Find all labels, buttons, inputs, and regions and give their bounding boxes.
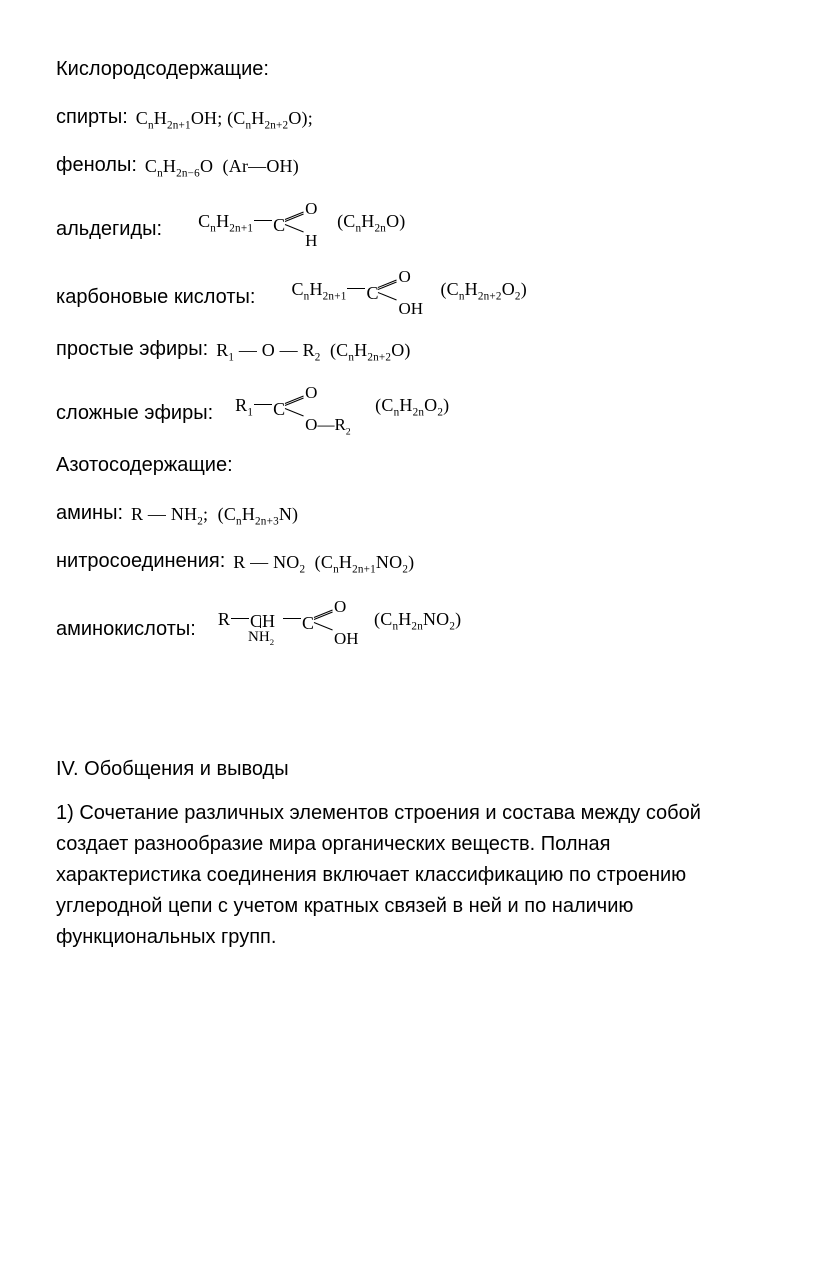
label-aldehydes: альдегиды: [56, 214, 162, 244]
ester-c-fragment: C O O—R2 [273, 382, 353, 428]
label-alcohols: спирты: [56, 102, 128, 132]
bond-icon [254, 404, 272, 405]
section-nitrogen-title: Азотосодержащие: [56, 450, 760, 480]
formula-alcohols: CnH2n+1OH; (CnH2n+2O); [136, 105, 313, 132]
bond-icon [254, 220, 272, 221]
row-amines: амины: R — NH2; (CnH2n+3N) [56, 498, 760, 528]
aldehyde-paren: (CnH2nO) [337, 208, 405, 235]
bond-icon [347, 288, 365, 289]
aldehyde-prefix: CnH2n+1 [198, 208, 253, 235]
amino-paren: (CnH2nNO2) [374, 606, 461, 633]
label-carboxylic: карбоновые кислоты: [56, 282, 255, 312]
formula-amines: R — NH2; (CnH2n+3N) [131, 501, 298, 528]
ester-paren: (CnH2nO2) [375, 392, 449, 419]
row-aldehydes: альдегиды: CnH2n+1 C O H (CnH2nO) [56, 198, 760, 244]
carboxylic-prefix: CnH2n+1 [291, 276, 346, 303]
label-aminoacids: аминокислоты: [56, 614, 196, 644]
section-iv-heading: IV. Обобщения и выводы [56, 754, 760, 784]
section-oxygen-title: Кислородсодержащие: [56, 54, 760, 84]
row-nitro: нитросоединения: R — NO2 (CnH2n+1NO2) [56, 546, 760, 576]
amino-cooh-fragment: C O OH [302, 596, 362, 642]
paragraph-1: 1) Сочетание различных элементов строени… [56, 798, 760, 953]
carboxylic-c-fragment: C O OH [366, 266, 426, 312]
label-esters: сложные эфиры: [56, 398, 213, 428]
ester-prefix: R1 [235, 392, 253, 419]
formula-ethers: R1 — O — R2 (CnH2n+2O) [216, 337, 410, 364]
aldehyde-c-fragment: C O H [273, 198, 333, 244]
label-phenols: фенолы: [56, 150, 137, 180]
row-aminoacids: аминокислоты: R CH NH2 C O OH (CnH2nNO2) [56, 594, 760, 644]
label-nitro: нитросоединения: [56, 546, 225, 576]
label-ethers: простые эфиры: [56, 334, 208, 364]
row-esters: сложные эфиры: R1 C O O—R2 (CnH2nO2) [56, 382, 760, 428]
row-phenols: фенолы: CnH2n−6O (Ar—OH) [56, 150, 760, 180]
formula-nitro: R — NO2 (CnH2n+1NO2) [233, 549, 414, 576]
label-amines: амины: [56, 498, 123, 528]
row-ethers: простые эфиры: R1 — O — R2 (CnH2n+2O) [56, 334, 760, 364]
carboxylic-paren: (CnH2n+2O2) [440, 276, 526, 303]
amino-ch-fragment: CH NH2 [250, 594, 282, 644]
bond-icon [283, 618, 301, 619]
formula-phenols: CnH2n−6O (Ar—OH) [145, 153, 299, 180]
bond-icon [231, 618, 249, 619]
amino-r: R [218, 606, 230, 633]
row-alcohols: спирты: CnH2n+1OH; (CnH2n+2O); [56, 102, 760, 132]
row-carboxylic: карбоновые кислоты: CnH2n+1 C O OH (CnH2… [56, 266, 760, 312]
